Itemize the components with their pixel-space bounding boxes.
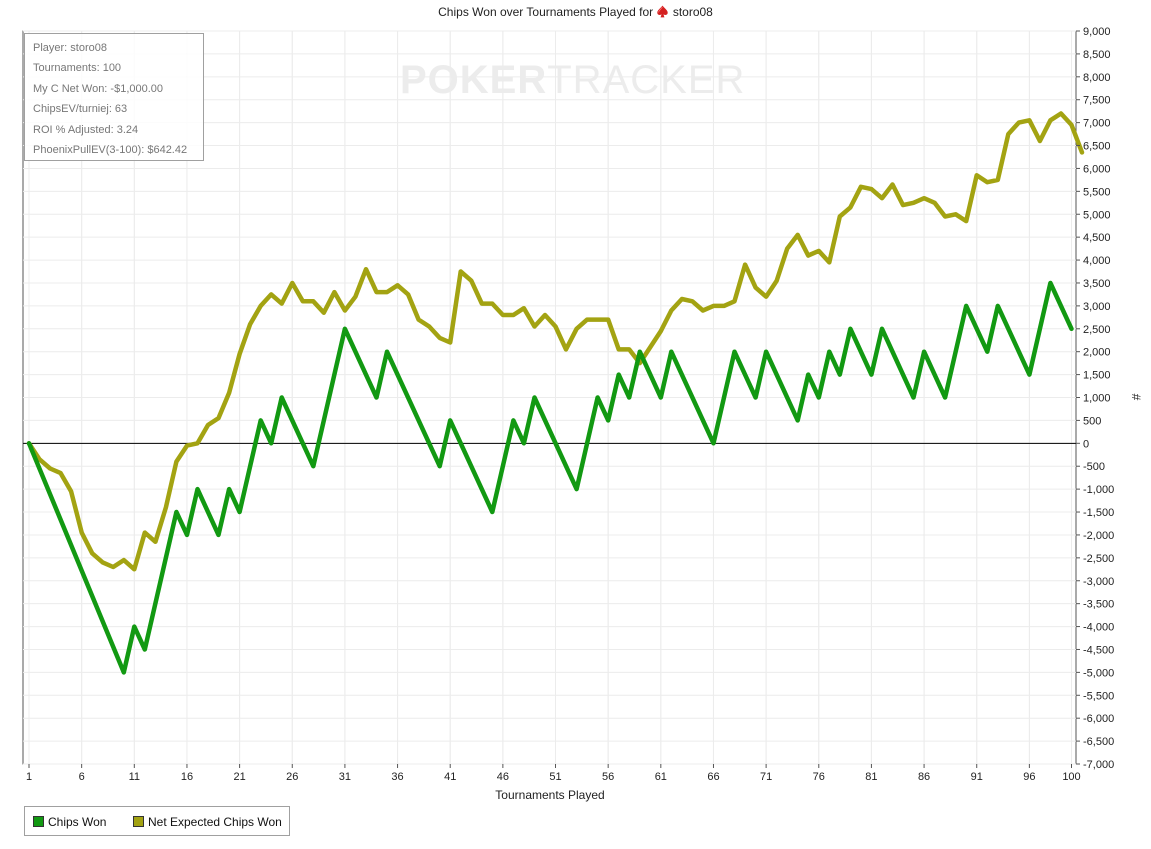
y-tick-label: 500 [1083, 415, 1101, 427]
y-tick-label: 1,000 [1083, 393, 1111, 405]
stats-box: Player: storo08 Tournaments: 100 My C Ne… [24, 33, 204, 161]
legend: Chips Won Net Expected Chips Won [24, 806, 290, 836]
legend-label: Net Expected Chips Won [148, 815, 282, 829]
y-tick-label: 4,000 [1083, 255, 1111, 267]
y-tick-label: -1,500 [1083, 507, 1114, 519]
x-tick-label: 66 [707, 771, 719, 783]
y-tick-label: -5,500 [1083, 690, 1114, 702]
y-tick-label: 7,500 [1083, 95, 1111, 107]
x-tick-label: 46 [497, 771, 509, 783]
grid-lines [23, 30, 1076, 765]
x-tick-label: 41 [444, 771, 456, 783]
pokertracker-watermark: POKERTRACKER [400, 58, 745, 103]
x-tick-label: 16 [181, 771, 193, 783]
x-tick-label: 31 [339, 771, 351, 783]
chart-title: Chips Won over Tournaments Played for st… [0, 5, 1151, 19]
x-tick-label: 56 [602, 771, 614, 783]
y-tick-label: -4,500 [1083, 644, 1114, 656]
watermark-bold: POKER [400, 58, 548, 102]
y-tick-label: -3,500 [1083, 599, 1114, 611]
x-tick-label: 21 [233, 771, 245, 783]
x-tick-label: 96 [1023, 771, 1035, 783]
stat-roi: ROI % Adjusted: 3.24 [33, 123, 139, 136]
y-tick-label: 2,000 [1083, 347, 1111, 359]
y-axis-title: # [1129, 394, 1143, 401]
y-tick-label: 6,000 [1083, 163, 1111, 175]
stat-player: Player: storo08 [33, 42, 107, 54]
chart-title-prefix: Chips Won over Tournaments Played for [438, 5, 654, 19]
x-tick-label: 71 [760, 771, 772, 783]
y-tick-label: -6,500 [1083, 736, 1114, 748]
y-tick-label: 1,500 [1083, 370, 1111, 382]
x-tick-label: 86 [918, 771, 930, 783]
x-tick-label: 81 [865, 771, 877, 783]
y-tick-label: 6,500 [1083, 141, 1111, 153]
x-tick-label: 76 [813, 771, 825, 783]
y-tick-label: -500 [1083, 461, 1105, 473]
legend-item-chips-won[interactable]: Chips Won [33, 815, 106, 829]
x-axis: 1 6 11 16 21 26 31 36 41 46 51 56 61 66 71 76 81 86 91 96 10… [26, 764, 1081, 783]
y-tick-label: 8,000 [1083, 72, 1111, 84]
series-line-chips-won [26, 280, 1074, 675]
y-tick-label: 8,500 [1083, 49, 1111, 61]
y-tick-label: 9,000 [1083, 26, 1111, 38]
y-tick-label: 2,500 [1083, 324, 1111, 336]
y-tick-label: 7,000 [1083, 118, 1111, 130]
series-lines [26, 111, 1085, 675]
series-line-net-expected-chips-won [26, 111, 1085, 572]
legend-label: Chips Won [48, 815, 107, 829]
y-tick-label: 3,500 [1083, 278, 1111, 290]
y-tick-label: 5,500 [1083, 186, 1111, 198]
stat-chipsev: ChipsEV/turniej: 63 [33, 103, 128, 116]
spade-icon [657, 5, 669, 18]
x-tick-label: 91 [971, 771, 983, 783]
stat-tournaments: Tournaments: 100 [33, 62, 122, 75]
x-tick-label: 11 [129, 771, 140, 783]
legend-item-net-expected[interactable]: Net Expected Chips Won [133, 815, 282, 829]
y-tick-label: 5,000 [1083, 209, 1111, 221]
y-tick-label: -5,000 [1083, 667, 1114, 679]
x-tick-label: 36 [391, 771, 403, 783]
stat-net-won: My C Net Won: -$1,000.00 [33, 82, 164, 95]
x-tick-label: 26 [286, 771, 298, 783]
y-tick-label: -4,000 [1083, 622, 1114, 634]
y-tick-label: 3,000 [1083, 301, 1111, 313]
y-axis: -7,000 -6,500 -6,000 -5,500 -5,000 -4,500 -4,0… [1076, 26, 1114, 771]
stat-phoenix: PhoenixPullEV(3-100): $642.42 [33, 143, 188, 156]
x-tick-label: 6 [79, 771, 85, 783]
y-tick-label: -3,000 [1083, 576, 1114, 588]
y-tick-label: -1,000 [1083, 484, 1114, 496]
y-tick-label: -2,000 [1083, 530, 1114, 542]
x-tick-label: 61 [655, 771, 667, 783]
x-tick-label: 51 [549, 771, 561, 783]
chart-title-player: storo08 [672, 5, 713, 19]
legend-swatch-net-expected [133, 816, 144, 827]
watermark-thin: TRACKER [547, 58, 746, 102]
x-tick-label: 100 [1062, 771, 1080, 783]
y-tick-label: -6,000 [1083, 713, 1114, 725]
legend-swatch-chips-won [33, 816, 44, 827]
x-tick-label: 1 [26, 771, 32, 783]
y-tick-label: -2,500 [1083, 553, 1114, 565]
x-axis-title: Tournaments Played [495, 788, 604, 802]
y-tick-label: -7,000 [1083, 759, 1114, 771]
y-tick-label: 4,500 [1083, 232, 1111, 244]
y-tick-label: 0 [1083, 438, 1089, 450]
